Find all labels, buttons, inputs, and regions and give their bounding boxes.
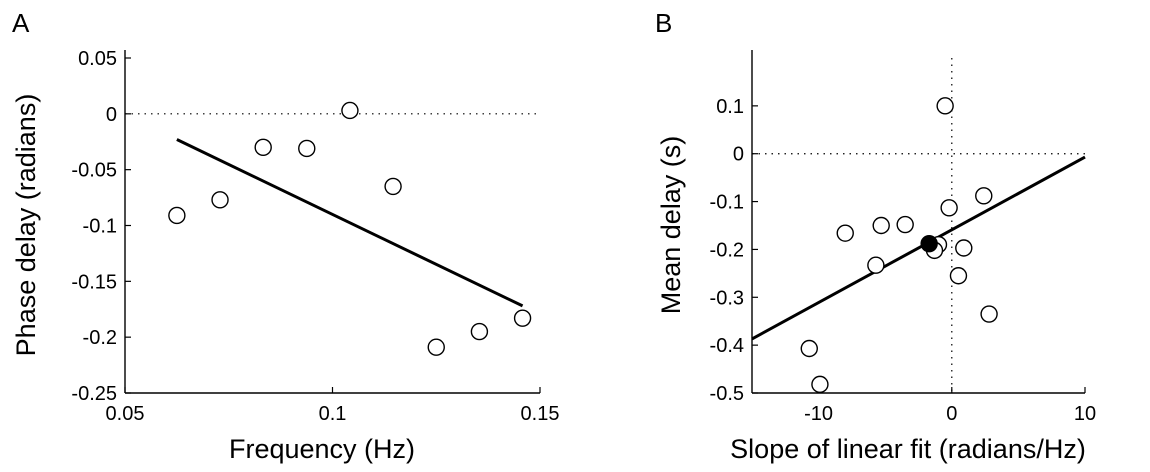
x-tick-label: 0.05 xyxy=(106,403,145,425)
y-tick-label: -0.2 xyxy=(710,239,744,261)
x-tick-label: 10 xyxy=(1074,403,1096,425)
regression-line xyxy=(176,138,524,308)
data-point xyxy=(384,177,402,196)
y-axis-label: Phase delay (radians) xyxy=(11,94,41,357)
x-axis-label: Frequency (Hz) xyxy=(229,434,415,464)
y-tick-label: -0.2 xyxy=(83,327,117,349)
y-tick-label: 0.05 xyxy=(78,48,117,70)
data-point xyxy=(470,322,489,341)
data-point xyxy=(800,339,818,358)
panel-letter: A xyxy=(12,8,30,38)
data-point xyxy=(955,239,973,257)
y-tick-label: -0.05 xyxy=(71,160,117,182)
data-point xyxy=(427,338,445,356)
panel-b xyxy=(751,50,1086,394)
data-point xyxy=(341,101,359,120)
data-point xyxy=(949,267,968,285)
data-point xyxy=(168,206,186,225)
x-axis-label: Slope of linear fit (radians/Hz) xyxy=(730,434,1086,464)
data-point xyxy=(211,191,229,209)
x-tick-label: 0.15 xyxy=(521,403,560,425)
panel-letter: B xyxy=(655,8,672,38)
data-point xyxy=(896,215,914,234)
y-tick-label: 0.1 xyxy=(716,96,744,118)
y-tick-label: -0.4 xyxy=(710,335,744,357)
y-tick-label: -0.1 xyxy=(710,192,744,214)
y-tick-label: 0 xyxy=(106,104,117,126)
data-point xyxy=(980,305,998,323)
y-tick-label: -0.15 xyxy=(71,271,117,293)
y-tick-label: 0 xyxy=(733,144,744,166)
data-point xyxy=(936,97,954,115)
y-axis-label: Mean delay (s) xyxy=(656,136,686,315)
data-point xyxy=(298,139,316,158)
data-point xyxy=(836,224,854,242)
data-point xyxy=(513,309,532,327)
data-point xyxy=(254,138,272,157)
data-point xyxy=(867,256,885,274)
regression-line xyxy=(751,155,1086,341)
data-point xyxy=(811,375,829,394)
y-tick-label: -0.3 xyxy=(710,287,744,309)
x-tick-label: -10 xyxy=(804,403,833,425)
y-tick-label: -0.25 xyxy=(71,383,117,405)
panel-a xyxy=(124,50,541,394)
x-tick-label: 0.1 xyxy=(319,403,347,425)
mean-data-point xyxy=(920,234,938,253)
data-point xyxy=(940,199,958,217)
y-tick-label: -0.1 xyxy=(83,216,117,238)
data-point xyxy=(975,187,993,205)
x-tick-label: 0 xyxy=(946,403,957,425)
data-point xyxy=(872,216,890,235)
y-tick-label: -0.5 xyxy=(710,383,744,405)
